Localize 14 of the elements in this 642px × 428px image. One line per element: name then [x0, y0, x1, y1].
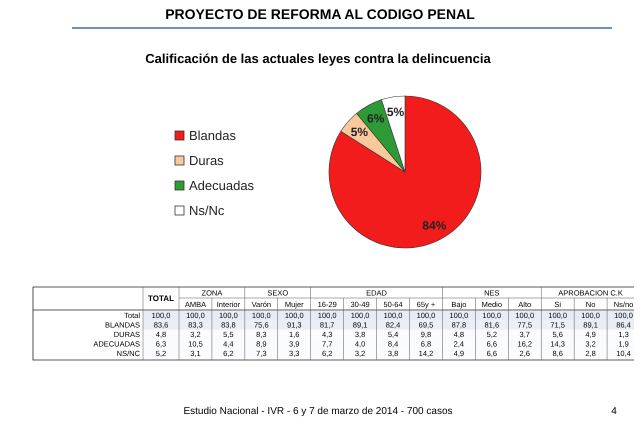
legend-label: Duras	[189, 153, 224, 168]
data-label: 84%	[422, 218, 447, 232]
pie-slice	[328, 96, 482, 248]
data-label: 5%	[386, 104, 404, 119]
chart-title: Calificación de las actuales leyes contra la delincuencia	[145, 51, 492, 66]
data-label: 5%	[350, 124, 368, 139]
text: PROYECTO DE REFORMA AL CODIGO PENAL	[165, 6, 476, 22]
text: Estudio Nacional - IVR - 6 y 7 de marzo de 2014 - 700 casos	[183, 406, 453, 417]
legend-label: Ns/Nc	[189, 203, 225, 218]
legend-label: Blandas	[189, 128, 236, 143]
data-label: 6%	[367, 112, 385, 126]
legend-label: Adecuadas	[189, 178, 255, 193]
x-tick-label: TOTAL	[148, 294, 174, 303]
text: 4	[611, 406, 618, 417]
